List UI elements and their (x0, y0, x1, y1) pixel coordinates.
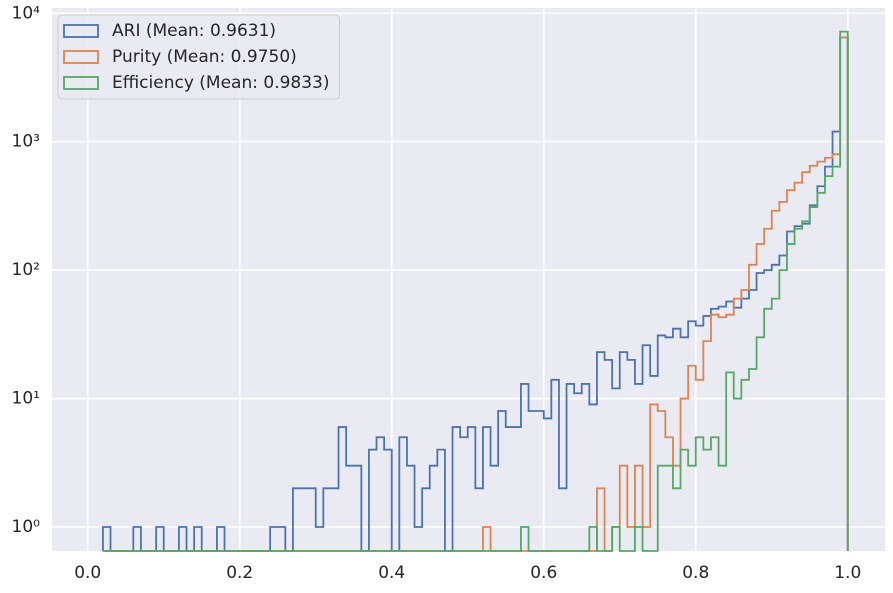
histogram-step (102, 30, 849, 552)
x-tick-label: 0.0 (74, 563, 101, 583)
legend-box (57, 14, 340, 100)
y-tick-label: 10¹ (12, 389, 40, 409)
legend-label: Purity (Mean: 0.9750) (112, 47, 297, 67)
legend-swatch (63, 76, 99, 90)
y-tick-label: 10³ (12, 132, 40, 152)
legend-swatch (63, 50, 99, 64)
legend: ARI (Mean: 0.9631) Purity (Mean: 0.9750) E… (57, 14, 340, 100)
x-tick-label: 1.0 (834, 563, 861, 583)
y-tick-label: 10⁰ (12, 517, 41, 537)
x-tick-label: 0.2 (226, 563, 253, 583)
y-tick-label: 10⁴ (12, 3, 41, 23)
x-tick-label: 0.4 (378, 563, 405, 583)
legend-label: ARI (Mean: 0.9631) (112, 21, 276, 41)
legend-label: Efficiency (Mean: 0.9833) (112, 73, 330, 93)
legend-swatch (63, 24, 99, 38)
x-tick-label: 0.6 (530, 563, 557, 583)
x-tick-label: 0.8 (682, 563, 709, 583)
y-tick-label: 10² (12, 260, 40, 280)
